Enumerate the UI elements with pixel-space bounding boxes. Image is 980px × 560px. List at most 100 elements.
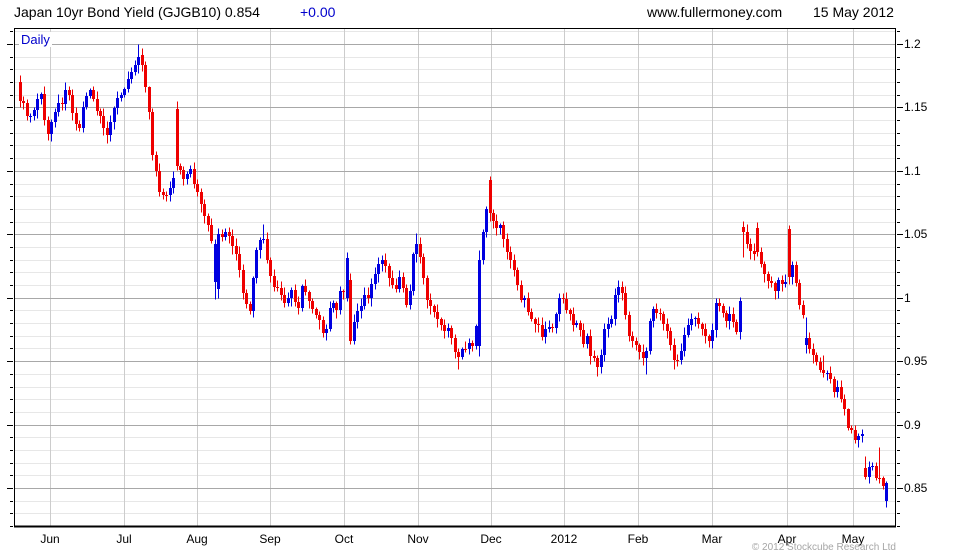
candle-up [50,122,53,134]
candle-down [513,260,516,270]
candle-up [169,188,172,195]
candle-down [833,379,836,392]
candle-down [176,109,179,166]
candle-up [468,343,471,349]
candle-up [262,239,265,240]
candle-up [715,303,718,330]
candle-down [593,356,596,358]
x-axis-label: Sep [259,532,281,546]
candle-up [784,282,787,284]
candle-up [217,234,220,289]
candle-down [662,314,665,324]
candles-layer [19,44,888,508]
candle-up [603,329,606,355]
x-axis-label: Jun [40,532,60,546]
candle-down [349,280,352,341]
candle-down [22,101,25,103]
candle-down [495,221,498,228]
candle-down [551,327,554,328]
candle-up [711,330,714,341]
x-axis-label: Dec [480,532,502,546]
candle-down [749,244,752,251]
x-axis-label: Jul [116,532,132,546]
candle-up [189,169,192,174]
candle-up [346,258,349,298]
candle-down [96,99,99,111]
candle-up [600,355,603,367]
candle-up [791,265,794,277]
candle-up [871,466,874,467]
candle-up [374,274,377,284]
candle-up [645,351,648,358]
candle-down [624,293,627,315]
candle-down [795,265,798,283]
candle-up [363,295,366,306]
candle-up [301,286,304,308]
candle-down [541,325,544,337]
candle-down [367,295,370,298]
candle-down [144,65,147,87]
candle-up [614,295,617,319]
candle-up [130,72,133,79]
website-link[interactable]: www.fullermoney.com [647,4,783,20]
candle-down [457,352,460,357]
candle-up [186,174,189,179]
copyright-notice: © 2012 Stockcube Research Ltd [751,542,896,553]
candle-up [325,329,328,333]
candle-up [36,99,39,110]
candle-down [516,270,519,285]
candle-down [520,285,523,300]
candle-down [26,103,29,116]
candle-down [840,387,843,399]
candle-down [235,246,238,254]
candle-down [506,239,509,252]
candle-down [200,192,203,204]
candle-down [760,252,763,264]
candle-down [276,287,279,288]
candle-down [847,409,850,428]
grid-minor-layer [14,31,896,527]
candle-down [722,306,725,313]
candle-down [269,260,272,276]
candle-down [579,323,582,330]
candle-down [704,329,707,336]
candle-up [861,434,864,436]
candle-down [322,320,325,333]
candle-down [509,252,512,260]
candle-up [109,122,112,135]
x-axis-label: Mar [701,532,723,546]
candle-down [249,304,252,311]
candle-down [725,313,728,321]
candle-down [182,170,185,179]
candle-down [822,370,825,373]
candle-down [527,298,530,312]
x-axis-label: Nov [407,532,429,546]
candle-up [214,244,217,282]
candle-up [694,318,697,319]
candle-down [102,116,105,128]
candle-down [426,278,429,300]
candle-down [781,280,784,284]
candle-up [360,306,363,311]
candle-up [381,260,384,264]
candle-down [569,310,572,314]
candle-down [68,90,71,95]
candle-down [530,312,533,319]
candle-down [735,322,738,332]
candle-up [548,327,551,329]
candle-down [283,295,286,303]
candle-up [558,298,561,314]
candle-down [753,251,756,254]
candle-up [885,483,888,501]
candle-up [370,284,373,298]
candle-up [683,335,686,351]
x-axis-label: 2012 [550,532,578,546]
candle-down [280,288,283,295]
candle-up [224,232,227,237]
candle-up [29,116,32,117]
y-axis-label: 0.95 [904,354,928,368]
candle-down [589,336,592,356]
candle-down [788,229,791,277]
candle-up [575,323,578,325]
y-axis-label: 1.15 [904,100,928,114]
